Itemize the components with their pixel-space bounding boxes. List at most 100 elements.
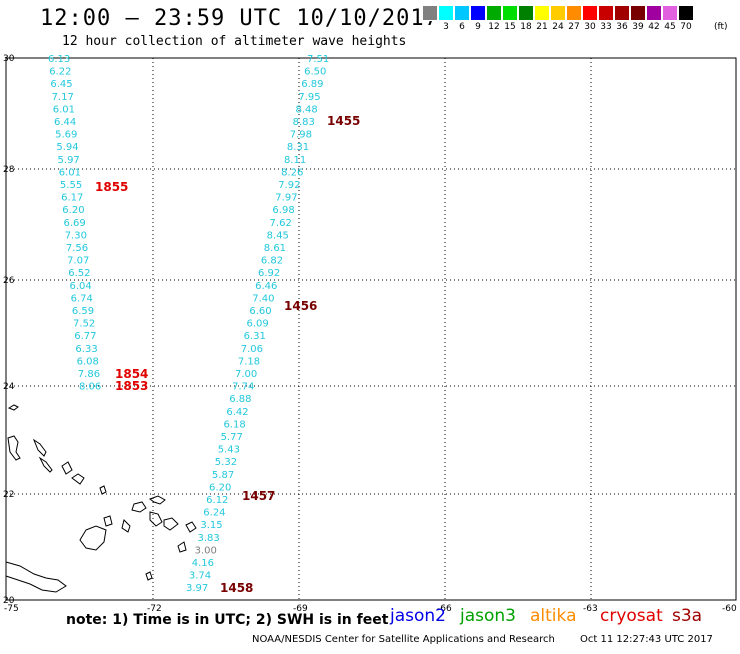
wave-height-value: 8.11	[284, 155, 306, 166]
island-shape	[32, 438, 47, 457]
wave-height-value: 6.01	[59, 167, 81, 178]
wave-height-value: 6.88	[229, 394, 251, 405]
island-shape	[148, 495, 166, 505]
wave-height-value: 7.62	[270, 218, 292, 229]
wave-height-value: 7.06	[241, 344, 263, 355]
color-scale-swatch	[630, 5, 646, 21]
island-shape	[71, 473, 85, 485]
wave-height-value: 7.86	[78, 369, 100, 380]
lon-tick-label: -66	[437, 604, 452, 614]
island-shape	[163, 517, 179, 531]
wave-height-value: 6.59	[72, 306, 94, 317]
color-scale-label: 6	[459, 22, 465, 32]
color-scale-label: 39	[632, 22, 644, 32]
wave-height-value: 5.69	[55, 130, 77, 141]
color-scale-label: 45	[664, 22, 676, 32]
time-label: 1855	[95, 180, 128, 194]
color-scale-swatch	[502, 5, 518, 21]
lon-tick-label: -69	[293, 604, 308, 614]
wave-height-value: 7.56	[66, 243, 88, 254]
color-scale-swatch	[438, 5, 454, 21]
lon-tick-label: -72	[147, 604, 162, 614]
units-note: note: 1) Time is in UTC; 2) SWH is in fe…	[66, 612, 389, 628]
wave-height-value: 6.45	[50, 79, 72, 90]
island-shape	[61, 461, 73, 475]
wave-height-value: 7.95	[298, 92, 320, 103]
wave-height-value: 6.52	[68, 268, 90, 279]
legend-jason3: jason3	[460, 606, 516, 626]
coastline	[5, 404, 197, 593]
color-scale-label: 15	[504, 22, 516, 32]
wave-height-value: 6.17	[61, 193, 83, 204]
lon-tick-label: -63	[583, 604, 598, 614]
color-scale-label: 70	[680, 22, 692, 32]
color-scale-swatch	[518, 5, 534, 21]
color-scale-label: 21	[536, 22, 548, 32]
color-scale-swatch	[566, 5, 582, 21]
wave-height-value: 8.48	[295, 104, 317, 115]
legend-s3a: s3a	[672, 606, 703, 626]
footer-credit: NOAA/NESDIS Center for Satellite Applica…	[252, 634, 555, 645]
time-label: 1853	[115, 379, 148, 393]
footer-timestamp: Oct 11 12:27:43 UTC 2017	[580, 634, 713, 645]
wave-height-value: 7.74	[232, 382, 254, 393]
island-shape	[177, 541, 187, 553]
time-label: 1456	[284, 299, 317, 313]
wave-height-value: 6.98	[272, 205, 294, 216]
legend-altika: altika	[530, 606, 577, 626]
island-shape	[121, 519, 131, 533]
wave-height-value: 6.08	[77, 356, 99, 367]
time-label: 1457	[242, 489, 275, 503]
color-scale-label: 33	[600, 22, 612, 32]
wave-height-value: 6.82	[261, 256, 283, 267]
island-shape	[131, 501, 147, 513]
color-scale-label: 3	[443, 22, 449, 32]
wave-height-value: 6.50	[304, 67, 326, 78]
lon-tick-label: -60	[722, 604, 737, 614]
wave-height-value: 6.92	[258, 268, 280, 279]
color-scale-unit: (ft)	[714, 22, 728, 32]
wave-height-value: 5.94	[56, 142, 78, 153]
color-scale-swatch	[422, 5, 438, 21]
wave-height-value: 6.12	[206, 495, 228, 506]
wave-height-value: 3.74	[189, 571, 211, 582]
wave-height-value: 3.15	[200, 520, 222, 531]
wave-height-value: 7.07	[67, 256, 89, 267]
map-title: 12:00 – 23:59 UTC 10/10/2017	[40, 6, 439, 31]
wave-height-value: 8.26	[281, 167, 303, 178]
island-shape	[145, 571, 153, 581]
color-scale-swatch	[454, 5, 470, 21]
island-shape	[149, 511, 163, 527]
wave-height-value: 6.33	[75, 344, 97, 355]
wave-height-value: 5.43	[218, 445, 240, 456]
color-scale-swatch	[678, 5, 694, 21]
color-scale-label: 24	[552, 22, 564, 32]
wave-height-value: 7.30	[65, 230, 87, 241]
color-scale-swatch	[550, 5, 566, 21]
color-scale	[422, 5, 694, 21]
wave-height-value: 6.18	[223, 419, 245, 430]
wave-height-value: 7.40	[252, 293, 274, 304]
wave-height-value: 7.98	[290, 130, 312, 141]
wave-height-value: 5.97	[58, 155, 80, 166]
wave-height-value: 8.45	[267, 230, 289, 241]
wave-height-value: 5.87	[212, 470, 234, 481]
color-scale-swatch	[470, 5, 486, 21]
time-label: 1455	[327, 114, 360, 128]
wave-height-value: 6.20	[62, 205, 84, 216]
wave-height-value: 6.20	[209, 482, 231, 493]
color-scale-label: 18	[520, 22, 532, 32]
color-scale-label: 30	[584, 22, 596, 32]
lon-tick-label: -75	[4, 604, 19, 614]
lat-tick-label: 20	[3, 596, 15, 606]
color-scale-label: 36	[616, 22, 628, 32]
island-shape	[185, 521, 197, 533]
wave-height-value: 6.01	[53, 104, 75, 115]
color-scale-swatch	[534, 5, 550, 21]
wave-height-value: 3.00	[195, 545, 217, 556]
color-scale-label: 12	[488, 22, 500, 32]
map-frame	[5, 57, 737, 601]
wave-height-value: 6.46	[255, 281, 277, 292]
map-subtitle: 12 hour collection of altimeter wave hei…	[62, 34, 407, 49]
